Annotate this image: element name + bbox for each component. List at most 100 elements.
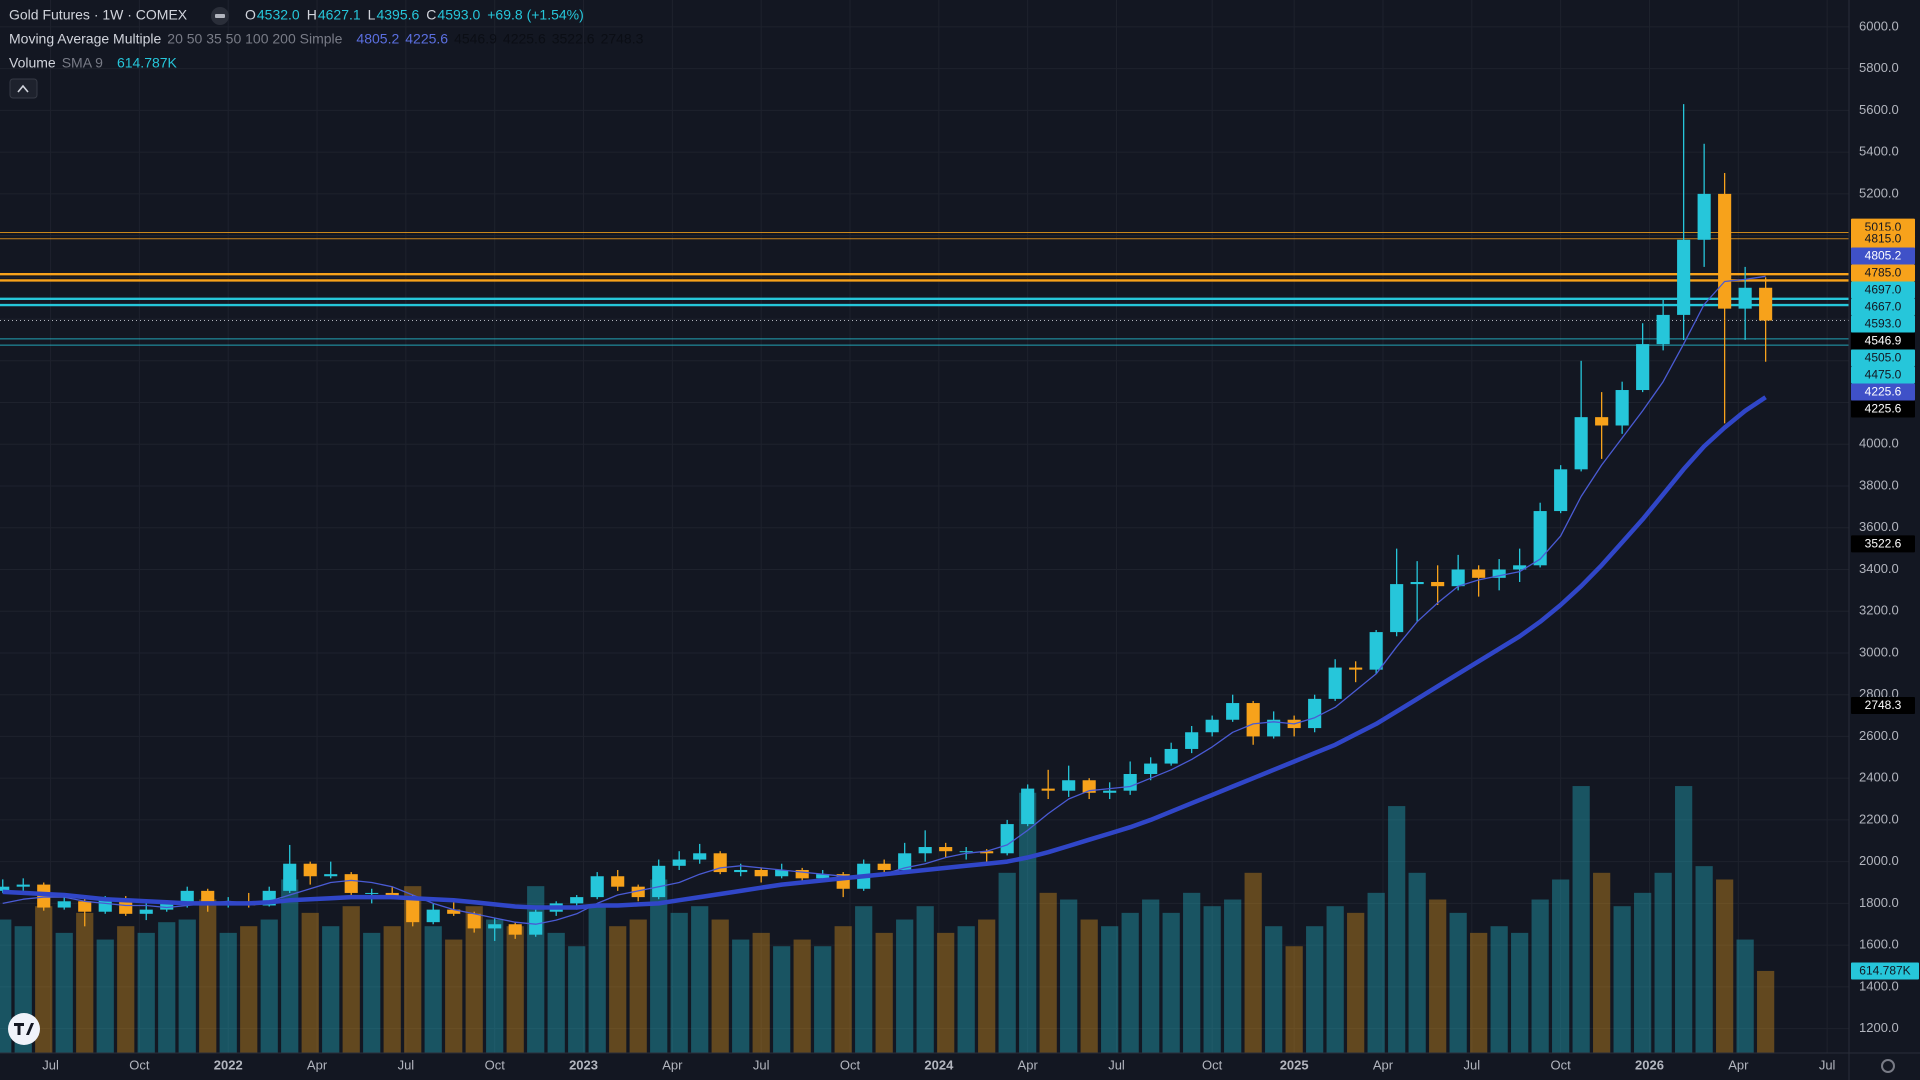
collapse-icon xyxy=(17,84,29,93)
volume-bar xyxy=(1490,926,1508,1053)
indicator-value: 4546.9 xyxy=(454,31,497,47)
volume-bar xyxy=(793,939,811,1053)
moving-averages xyxy=(2,275,1767,925)
volume-bar xyxy=(957,926,975,1053)
candle-body xyxy=(1369,632,1383,670)
settings-button[interactable] xyxy=(1881,1059,1895,1073)
price-badge-label: 4593.0 xyxy=(1865,317,1902,331)
volume-bar xyxy=(1470,932,1488,1053)
x-tick-label: Oct xyxy=(485,1057,506,1072)
volume-bar xyxy=(834,926,852,1053)
price-badge-label: 4815.0 xyxy=(1865,232,1902,246)
volume-bar xyxy=(404,886,422,1053)
volume-bar xyxy=(588,906,606,1053)
volume-bar xyxy=(896,919,914,1053)
volume-bar xyxy=(1408,872,1426,1053)
y-tick-label: 3400.0 xyxy=(1859,561,1899,576)
y-tick-label: 5800.0 xyxy=(1859,60,1899,75)
indicator-value: 2748.3 xyxy=(601,31,644,47)
ohlc-key: C xyxy=(426,7,436,23)
volume-bar xyxy=(916,906,934,1053)
price-badge xyxy=(1851,400,1915,418)
candle-body xyxy=(1103,790,1117,793)
volume-bar xyxy=(1347,912,1365,1053)
y-tick-label: 3000.0 xyxy=(1859,644,1899,659)
ohlc-value: 4593.0 xyxy=(437,7,480,23)
price-badge-label: 5015.0 xyxy=(1865,220,1902,234)
volume-bar xyxy=(732,939,750,1053)
collapse-button[interactable] xyxy=(9,78,38,99)
candle-body xyxy=(1595,417,1609,426)
candle-body xyxy=(980,851,994,854)
candle-body xyxy=(467,913,481,929)
x-tick-label: Jul xyxy=(753,1057,770,1072)
y-tick-label: 5200.0 xyxy=(1859,185,1899,200)
volume-bar xyxy=(978,919,996,1053)
candle-body xyxy=(1554,469,1568,512)
price-badges: 5015.04985.04815.04805.24785.04697.04667… xyxy=(1851,218,1919,980)
volume-params: SMA 9 xyxy=(62,55,103,71)
indicator-values: 20 50 35 50 100 200 Simple 4805.2 4225.6 45… xyxy=(167,31,643,47)
volume-bar xyxy=(342,906,360,1053)
volume-bar xyxy=(1244,872,1262,1053)
candle-body xyxy=(98,899,112,912)
volume-bar xyxy=(1183,892,1201,1053)
logo[interactable] xyxy=(8,1013,40,1045)
volume-bar xyxy=(117,926,135,1053)
symbol-title: Gold Futures · 1W · COMEX xyxy=(9,7,188,23)
x-tick-label: Apr xyxy=(662,1057,683,1072)
candle-body xyxy=(754,869,768,877)
candle-body xyxy=(1390,584,1404,633)
x-tick-label: Oct xyxy=(1202,1057,1223,1072)
candle-body xyxy=(959,851,973,853)
volume-name: Volume xyxy=(9,55,56,71)
candle-body xyxy=(1205,719,1219,733)
volume-bar xyxy=(937,932,955,1053)
volume-bar xyxy=(1060,899,1078,1053)
volume-bar xyxy=(363,932,381,1053)
candle-body xyxy=(1041,788,1055,791)
price-badge-label: 2748.3 xyxy=(1865,698,1902,712)
logo-mark xyxy=(14,1023,34,1035)
volume-bar xyxy=(670,912,688,1053)
candle-body xyxy=(1492,569,1506,578)
volume-bar xyxy=(1634,892,1652,1053)
y-tick-label: 1800.0 xyxy=(1859,895,1899,910)
y-tick-label: 1600.0 xyxy=(1859,937,1899,952)
volume-bar xyxy=(1265,926,1283,1053)
price-badge xyxy=(1851,264,1915,282)
candle-body xyxy=(303,863,317,877)
candle-body xyxy=(1082,780,1096,793)
volume-bar xyxy=(76,912,94,1053)
volume-bar xyxy=(1511,932,1529,1053)
volume-bar xyxy=(199,899,217,1053)
volume-bar xyxy=(1039,892,1057,1053)
candle-body xyxy=(1677,239,1691,315)
price-badge-label: 4475.0 xyxy=(1865,368,1902,382)
y-tick-label: 3600.0 xyxy=(1859,519,1899,534)
price-badge xyxy=(1851,366,1915,384)
x-tick-label: Jul xyxy=(398,1057,415,1072)
volume-bar xyxy=(568,946,586,1053)
candle-body xyxy=(1574,417,1588,470)
volume-bar xyxy=(0,919,12,1053)
candle-body xyxy=(898,853,912,870)
price-badge xyxy=(1851,230,1915,248)
price-badge-label: 4697.0 xyxy=(1865,283,1902,297)
volume-bar xyxy=(547,932,565,1053)
indicator-value: 4225.6 xyxy=(503,31,546,47)
price-badge-label: 4505.0 xyxy=(1865,351,1902,365)
price-badge xyxy=(1851,349,1915,367)
volume-bar xyxy=(383,926,401,1053)
y-tick-label: 5400.0 xyxy=(1859,144,1899,159)
candle-body xyxy=(816,874,830,879)
x-tick-label: 2023 xyxy=(569,1057,598,1072)
candle-body xyxy=(795,869,809,879)
price-badge xyxy=(1851,315,1915,333)
market-status-icon xyxy=(215,14,225,18)
price-badge xyxy=(1851,383,1915,401)
volume-bar xyxy=(1757,970,1775,1053)
candle-body xyxy=(180,890,194,904)
candle-body xyxy=(1759,287,1773,321)
candle-body xyxy=(1164,748,1178,764)
